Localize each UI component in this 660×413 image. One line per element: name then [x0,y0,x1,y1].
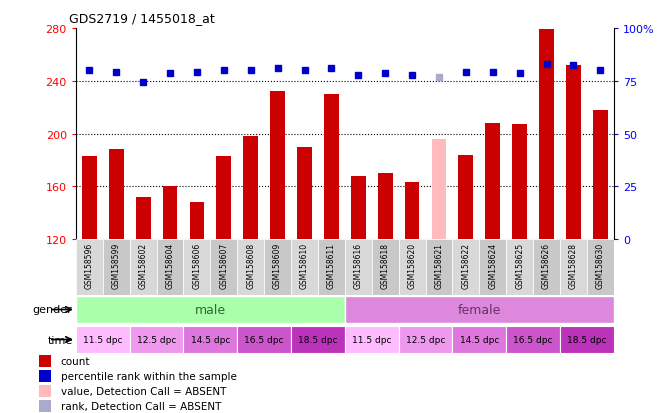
Bar [291,240,318,295]
Text: count: count [61,356,90,366]
Bar [324,95,339,240]
Text: GSM158621: GSM158621 [434,242,444,288]
Bar [405,183,420,240]
Bar [264,240,291,295]
Text: GSM158604: GSM158604 [166,242,174,288]
Bar [76,326,130,354]
Text: GSM158596: GSM158596 [85,242,94,288]
Text: 16.5 dpc: 16.5 dpc [244,335,284,344]
Text: GSM158602: GSM158602 [139,242,148,288]
Bar [399,326,453,354]
Bar [130,326,183,354]
Text: GDS2719 / 1455018_at: GDS2719 / 1455018_at [69,12,215,25]
Bar [76,240,103,295]
Text: 12.5 dpc: 12.5 dpc [137,335,176,344]
Text: female: female [457,303,501,316]
Bar [560,326,614,354]
Text: 18.5 dpc: 18.5 dpc [298,335,338,344]
Text: 14.5 dpc: 14.5 dpc [459,335,499,344]
Bar [40,401,51,412]
Bar [130,240,156,295]
Bar [291,326,345,354]
Bar [183,326,238,354]
Bar [216,157,231,240]
Bar [109,150,123,240]
Bar [506,326,560,354]
Text: value, Detection Call = ABSENT: value, Detection Call = ABSENT [61,386,226,396]
Bar [566,66,581,240]
Bar [318,240,345,295]
Bar [378,174,393,240]
Text: GSM158628: GSM158628 [569,242,578,288]
Text: percentile rank within the sample: percentile rank within the sample [61,371,237,381]
Bar [345,297,614,323]
Bar [479,240,506,295]
Text: GSM158625: GSM158625 [515,242,524,288]
Text: gender: gender [33,305,73,315]
Text: GSM158599: GSM158599 [112,242,121,288]
Text: 11.5 dpc: 11.5 dpc [352,335,391,344]
Bar [453,326,506,354]
Bar [432,140,446,240]
Bar [183,240,211,295]
Text: 11.5 dpc: 11.5 dpc [83,335,123,344]
Bar [244,137,258,240]
Bar [82,157,97,240]
Text: GSM158606: GSM158606 [193,242,201,288]
Bar [345,240,372,295]
Text: 18.5 dpc: 18.5 dpc [567,335,607,344]
Bar [351,176,366,240]
Bar [162,187,178,240]
Text: GSM158622: GSM158622 [461,242,471,288]
Text: time: time [48,335,73,345]
Bar [459,155,473,240]
Text: GSM158608: GSM158608 [246,242,255,288]
Bar [297,147,312,240]
Text: 12.5 dpc: 12.5 dpc [406,335,446,344]
Text: GSM158609: GSM158609 [273,242,282,288]
Bar [136,197,150,240]
Bar [345,326,399,354]
Bar [40,356,51,367]
Text: GSM158626: GSM158626 [542,242,551,288]
Text: GSM158607: GSM158607 [219,242,228,288]
Text: GSM158620: GSM158620 [408,242,416,288]
Bar [512,125,527,240]
Bar [560,240,587,295]
Bar [399,240,426,295]
Bar [189,203,205,240]
Bar [103,240,130,295]
Bar [506,240,533,295]
Text: 16.5 dpc: 16.5 dpc [513,335,553,344]
Bar [156,240,183,295]
Bar [76,297,345,323]
Bar [539,30,554,240]
Bar [211,240,238,295]
Text: GSM158618: GSM158618 [381,242,389,288]
Bar [372,240,399,295]
Bar [270,92,285,240]
Bar [453,240,479,295]
Text: GSM158616: GSM158616 [354,242,363,288]
Text: GSM158624: GSM158624 [488,242,497,288]
Text: rank, Detection Call = ABSENT: rank, Detection Call = ABSENT [61,401,221,411]
Bar [587,240,614,295]
Text: 14.5 dpc: 14.5 dpc [191,335,230,344]
Bar [238,240,264,295]
Text: GSM158630: GSM158630 [596,242,605,288]
Text: male: male [195,303,226,316]
Text: GSM158610: GSM158610 [300,242,309,288]
Bar [426,240,453,295]
Text: GSM158611: GSM158611 [327,242,336,288]
Bar [238,326,291,354]
Bar [533,240,560,295]
Bar [593,111,608,240]
Bar [40,370,51,382]
Bar [485,124,500,240]
Bar [40,385,51,397]
